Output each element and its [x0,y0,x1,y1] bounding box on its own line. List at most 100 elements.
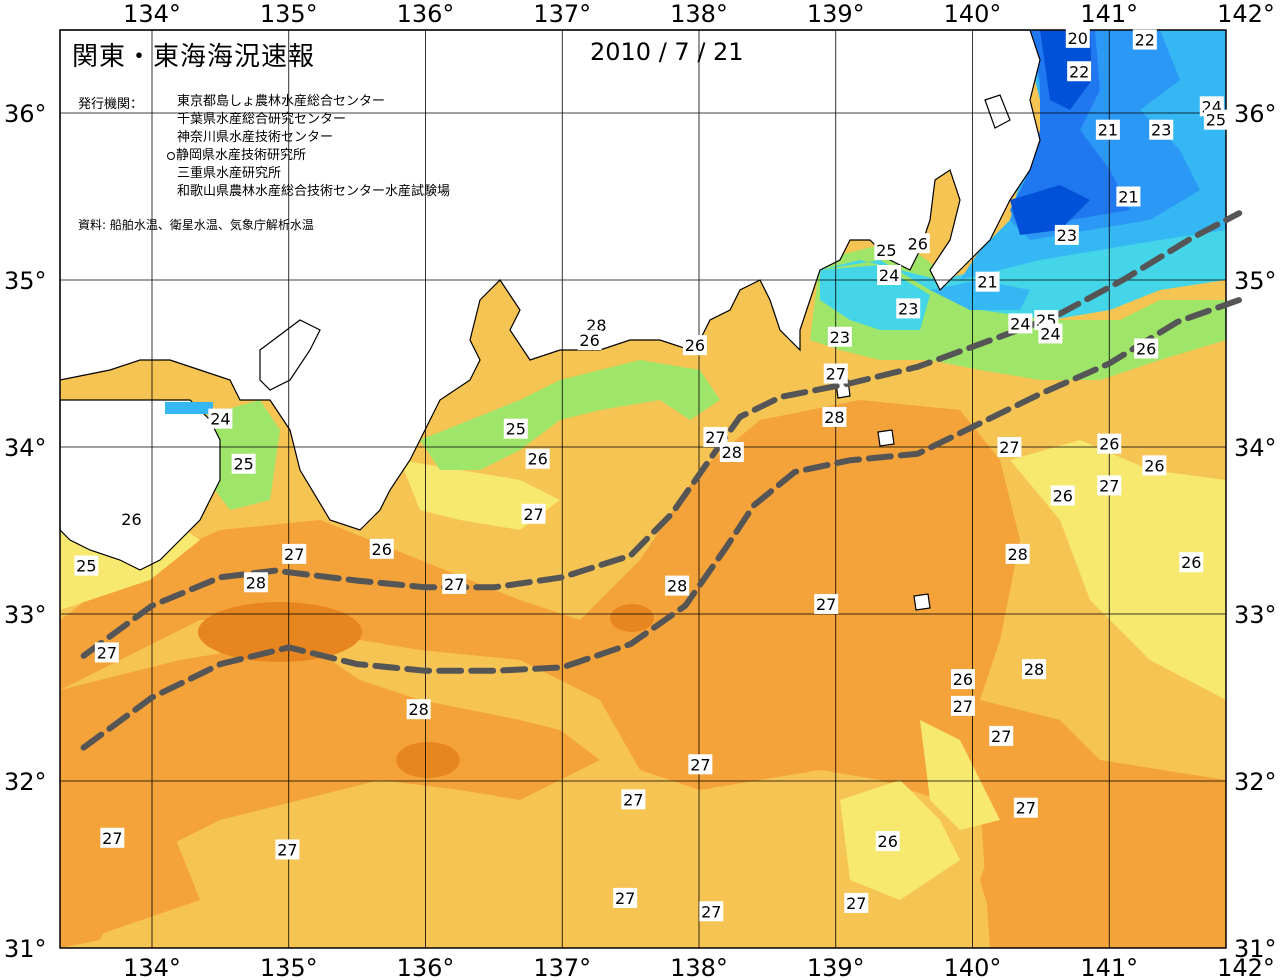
contour-label: 27 [826,365,846,384]
contour-label-bg [896,298,921,319]
contour-label: 26 [1181,553,1201,572]
sea-29-core-west [198,602,362,662]
contour-label: 27 [615,889,635,908]
lat-tick-label: 34° [1234,434,1277,462]
lat-tick-label: 32° [1234,768,1277,796]
contour-label: 27 [444,575,464,594]
contour-label-bg [1038,323,1063,344]
contour-label: 28 [824,408,844,427]
contour-label-bg [1005,543,1030,564]
contour-label: 25 [876,241,896,260]
contour-label: 22 [1135,31,1155,50]
contour-label-bg [100,827,125,848]
contour-label-bg [682,335,707,356]
lon-tick-label: 141° [1080,0,1138,28]
contour-label-bg [688,754,713,775]
publisher-item: 和歌山県農林水産総合技術センター水産試験場 [177,184,451,199]
contour-label: 22 [1069,62,1089,81]
lat-lon-grid [60,30,1226,948]
contour-label-bg [243,572,268,593]
contour-label-bg [208,408,233,429]
contour-label-bg [875,831,900,852]
publisher-item: 千葉県水産総合研究センター [177,112,347,127]
contour-label: 27 [97,643,117,662]
contour-label-bg [1008,313,1033,334]
contour-label: 23 [1057,226,1077,245]
contour-label: 27 [1099,476,1119,495]
lon-tick-label: 139° [807,0,865,28]
longitude-labels-bottom: 134° 135° 136° 137° 138° 139° 140° 141° 142° [123,954,1275,980]
contour-label: 25 [233,455,253,474]
contour-label: 28 [1007,545,1027,564]
land-miyake [877,429,895,447]
contour-label: 28 [667,577,687,596]
publisher-label: 発行機関： [78,97,144,112]
contour-label-bg [1022,659,1047,680]
longitude-labels-top: 134° 135° 136° 137° 138° 139° 140° 141° 142° [123,0,1275,28]
contour-label-bg [1203,109,1228,130]
lon-tick-label: 136° [397,954,455,980]
contour-label-bg [699,901,724,922]
contour-label: 27 [623,790,643,809]
contour-label: 26 [878,832,898,851]
contour-label: 24 [210,410,230,429]
inland-sea-strip [165,402,213,414]
contour-label: 27 [523,505,543,524]
lat-tick-label: 34° [4,434,47,462]
contour-label: 21 [1098,121,1118,140]
lon-tick-label: 134° [123,0,181,28]
lon-tick-label: 138° [670,954,728,980]
contour-label-bg [1142,455,1167,476]
contour-label-bg [613,887,638,908]
lat-tick-label: 36° [4,100,47,128]
lon-tick-label: 137° [533,0,591,28]
contour-label-bg [703,426,728,447]
lon-tick-label: 139° [807,954,865,980]
contour-label-bg [1095,119,1120,140]
contour-label-bg [584,315,609,336]
contour-label-bg [989,725,1014,746]
contour-label: 27 [953,697,973,716]
contour-label: 23 [1151,121,1171,140]
sea-25-kii [420,360,720,470]
contour-label: 24 [1010,314,1030,333]
contour-label: 25 [1206,111,1226,130]
contour-label-bg [1134,338,1159,359]
contour-label-bg [503,418,528,439]
lat-tick-label: 32° [4,768,47,796]
sea-29-core-center [610,604,654,632]
lon-tick-label: 140° [944,0,1002,28]
lon-tick-label: 137° [533,954,591,980]
contour-label-bg [1179,552,1204,573]
contour-label: 26 [121,510,141,529]
contour-label-bg [905,233,930,254]
contour-label-bg [621,789,646,810]
contour-label: 27 [102,829,122,848]
lat-tick-label: 36° [1234,100,1277,128]
publisher-item: 神奈川県水産技術センター [177,130,334,145]
sea-28-southwest [60,640,600,948]
contour-label-bg [823,363,848,384]
land-hachijo [913,593,931,611]
contour-label-bg [814,593,839,614]
contour-label: 27 [991,727,1011,746]
publisher-item: 三重県水産研究所 [177,166,282,181]
sea-20-boso [1010,185,1090,235]
contour-label: 26 [372,540,392,559]
contour-label: 26 [527,450,547,469]
map-title: 関東・東海海況速報 [72,42,316,72]
contour-label: 27 [816,595,836,614]
contour-label-bg [1013,797,1038,818]
contour-label: 21 [1118,188,1138,207]
contour-label-bg [406,699,431,720]
lat-tick-label: 33° [1234,601,1277,629]
contour-label-bg [1149,119,1174,140]
contour-label: 24 [1040,324,1060,343]
contour-label: 21 [977,273,997,292]
contour-label-bg [442,573,467,594]
lon-tick-label: 136° [397,0,455,28]
lon-tick-label: 135° [260,0,318,28]
lon-tick-label: 142° [1217,954,1275,980]
publisher-list: 東京都島しょ農林水産総合センター 千葉県水産総合研究センター 神奈川県水産技術セ… [167,93,451,201]
